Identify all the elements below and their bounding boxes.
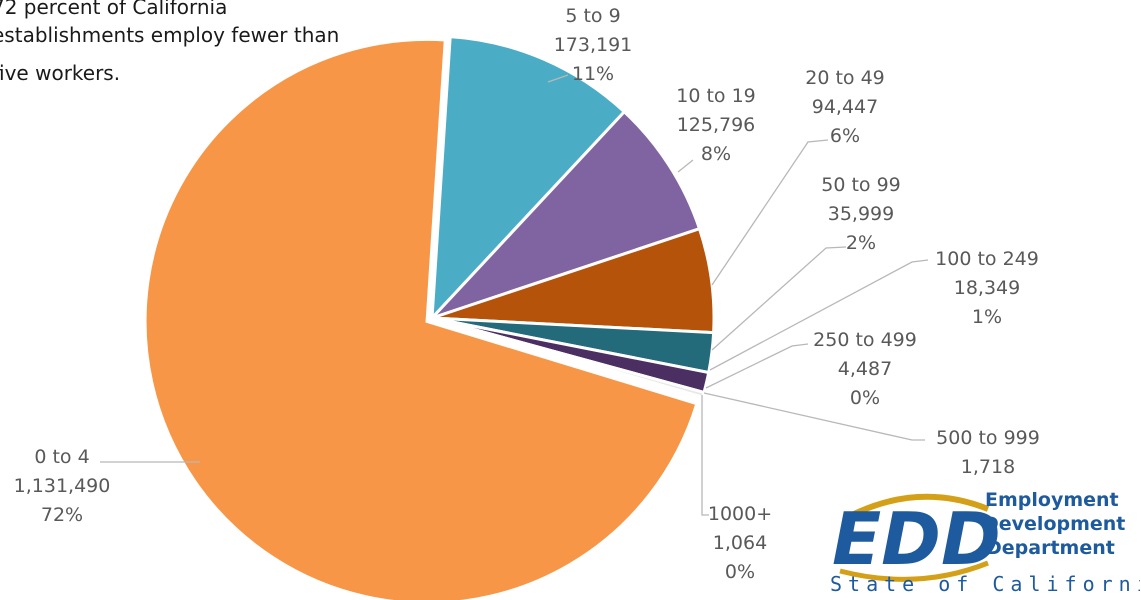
data-label-category-5-to-9: 5 to 9 (565, 5, 620, 27)
data-label-value-1000plus: 1,064 (713, 532, 767, 554)
data-label-value-50-to-99: 35,999 (828, 203, 894, 225)
pie-slice-0-to-4 (143, 37, 699, 600)
data-label-category-1000plus: 1000+ (708, 503, 772, 525)
data-label-value-500-to-999: 1,718 (961, 456, 1015, 478)
annotation-line-2: establishments employ fewer than (0, 23, 339, 47)
data-label-percent-250-to-499: 0% (850, 387, 880, 409)
data-label-value-5-to-9: 173,191 (554, 34, 633, 56)
data-label-category-100-to-249: 100 to 249 (935, 248, 1039, 270)
pie-slices (143, 34, 716, 600)
leader-line-5-to-9 (547, 74, 569, 83)
leader-line-500-to-999 (703, 392, 925, 441)
data-label-category-50-to-99: 50 to 99 (821, 174, 901, 196)
logo-letters: EDD (832, 497, 1001, 581)
data-label-percent-20-to-49: 6% (830, 125, 860, 147)
data-label-value-0-to-4: 1,131,490 (14, 475, 111, 497)
leader-line-10-to-19 (677, 159, 694, 173)
data-label-category-500-to-999: 500 to 999 (936, 427, 1040, 449)
data-label-percent-1000plus: 0% (725, 561, 755, 583)
leader-line-1000plus (701, 395, 709, 516)
data-label-percent-10-to-19: 8% (701, 143, 731, 165)
leader-lines (100, 74, 929, 516)
data-label-percent-100-to-249: 1% (972, 306, 1002, 328)
pie-slice-5-to-9 (430, 34, 627, 323)
data-label-value-100-to-249: 18,349 (954, 277, 1020, 299)
data-label-category-250-to-499: 250 to 499 (813, 329, 917, 351)
data-label-category-0-to-4: 0 to 4 (34, 446, 89, 468)
logo-line-employment: Employment (985, 489, 1119, 511)
annotation-line-3: five workers. (0, 61, 120, 85)
data-label-percent-0-to-4: 72% (41, 504, 83, 526)
slice-labels: 0 to 4 1,131,490 72% 5 to 9 173,191 11% 10 to … (14, 5, 1040, 583)
leader-line-250-to-499 (705, 343, 809, 389)
annotation-line-1: 72 percent of California (0, 0, 227, 19)
logo-swoosh-bottom (839, 560, 989, 582)
logo-line-department: Department (986, 537, 1115, 559)
data-label-value-20-to-49: 94,447 (812, 96, 878, 118)
logo-state-of-california: State of California (830, 572, 1140, 596)
data-label-value-250-to-499: 4,487 (838, 358, 892, 380)
leader-line-50-to-99 (711, 246, 847, 351)
data-label-category-10-to-19: 10 to 19 (676, 85, 756, 107)
logo-swoosh-top (846, 493, 990, 520)
data-label-percent-5-to-9: 11% (572, 63, 614, 85)
edd-logo: EDD Employment Development Department St… (830, 489, 1140, 596)
data-label-category-20-to-49: 20 to 49 (805, 67, 885, 89)
pie-slice-10-to-19 (430, 109, 702, 320)
data-label-value-10-to-19: 125,796 (677, 114, 756, 136)
leader-line-100-to-249 (709, 259, 929, 371)
data-label-percent-50-to-99: 2% (846, 232, 876, 254)
logo-line-development: Development (983, 513, 1125, 535)
leader-line-20-to-49 (711, 139, 829, 286)
